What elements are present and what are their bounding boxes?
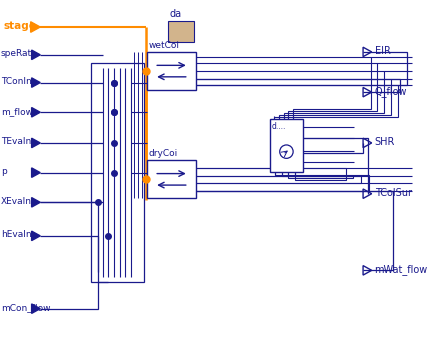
Polygon shape [32, 108, 40, 117]
Polygon shape [32, 198, 40, 207]
Text: TColSur: TColSur [374, 188, 411, 198]
Text: TConIn: TConIn [1, 77, 32, 86]
Bar [270, 119, 302, 172]
Polygon shape [30, 22, 40, 32]
Polygon shape [32, 50, 40, 59]
Text: da: da [169, 9, 181, 19]
Text: mWat_flow: mWat_flow [374, 264, 427, 275]
Polygon shape [362, 47, 371, 57]
Text: dryCoi: dryCoi [148, 149, 178, 158]
Text: TEvaIn: TEvaIn [1, 137, 31, 146]
Text: p: p [1, 167, 7, 176]
Bar [167, 21, 194, 42]
Polygon shape [362, 88, 371, 97]
Text: SHR: SHR [374, 137, 394, 147]
Bar [91, 63, 143, 282]
Polygon shape [32, 78, 40, 87]
Polygon shape [32, 304, 40, 313]
Text: speRat: speRat [1, 49, 32, 58]
Text: m_flow: m_flow [1, 107, 33, 116]
Text: stage: stage [4, 21, 36, 31]
Polygon shape [362, 138, 371, 148]
Polygon shape [32, 138, 40, 148]
Text: hEvaIn: hEvaIn [1, 230, 32, 239]
Bar [146, 52, 196, 90]
Polygon shape [32, 168, 40, 177]
Polygon shape [32, 231, 40, 241]
Polygon shape [362, 266, 371, 275]
Polygon shape [362, 189, 371, 198]
Text: wetCoi: wetCoi [148, 41, 179, 50]
Text: Q_flow: Q_flow [374, 86, 406, 97]
Text: XEvaIn: XEvaIn [1, 197, 32, 206]
Text: EIR: EIR [374, 46, 390, 56]
Text: mCon_flow: mCon_flow [1, 303, 50, 312]
Circle shape [279, 145, 293, 158]
Text: d....: d.... [271, 122, 286, 131]
Bar [146, 160, 196, 199]
